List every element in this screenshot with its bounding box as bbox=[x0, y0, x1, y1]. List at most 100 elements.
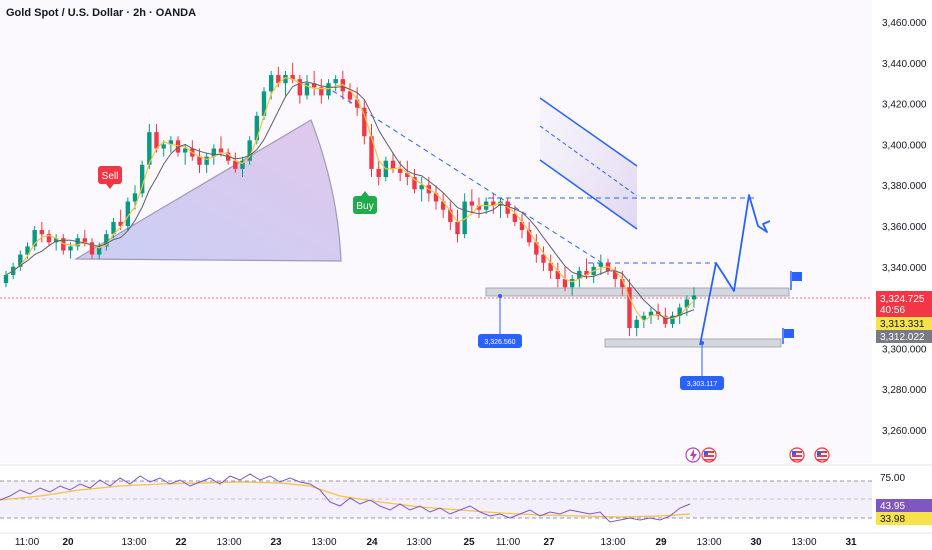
candle-down bbox=[39, 230, 45, 235]
price-tick-label: 3,340.000 bbox=[882, 263, 927, 274]
low-marker-dot-2 bbox=[700, 341, 704, 345]
svg-text:Sell: Sell bbox=[102, 171, 119, 182]
price-axis[interactable]: 3,460.000 3,440.000 3,420.000 3,400.000 3,38… bbox=[882, 18, 927, 437]
candle-up bbox=[261, 91, 267, 116]
time-tick-label: 11:00 bbox=[496, 537, 521, 548]
candle-up bbox=[182, 148, 188, 153]
time-axis[interactable]: 11:00 20 13:00 22 13:00 23 13:00 24 13:00 25 11:00… bbox=[15, 537, 857, 548]
price-tick-label: 3,300.000 bbox=[882, 344, 927, 355]
candle-down bbox=[311, 83, 317, 88]
candle-down bbox=[82, 238, 88, 243]
candle-down bbox=[397, 168, 403, 173]
candle-down bbox=[197, 156, 202, 165]
time-tick-label: 13:00 bbox=[600, 537, 625, 548]
candle-up bbox=[32, 230, 37, 247]
candle-down bbox=[620, 279, 625, 288]
candle-down bbox=[440, 201, 446, 210]
svg-text:40:56: 40:56 bbox=[880, 305, 905, 316]
candle-up bbox=[161, 144, 166, 149]
candle-down bbox=[584, 270, 589, 275]
svg-text:3,326.560: 3,326.560 bbox=[484, 339, 515, 346]
candle-down bbox=[491, 201, 496, 206]
candle-up bbox=[641, 315, 647, 320]
candle-down bbox=[347, 91, 353, 100]
candle-down bbox=[376, 168, 381, 178]
price-tick-label: 3,380.000 bbox=[882, 181, 927, 192]
candle-down bbox=[655, 311, 661, 316]
us-flag-event-icon[interactable] bbox=[814, 447, 830, 463]
candle-up bbox=[211, 148, 217, 157]
svg-text:Buy: Buy bbox=[356, 201, 373, 212]
candle-down bbox=[175, 140, 181, 153]
candle-down bbox=[61, 238, 66, 251]
sell-label[interactable]: Sell bbox=[98, 166, 122, 189]
low-label-1[interactable]: 3,326.560 bbox=[478, 334, 522, 348]
channel-mid-line[interactable] bbox=[539, 125, 638, 197]
svg-text:43.95: 43.95 bbox=[880, 501, 905, 512]
buy-label[interactable]: Buy bbox=[353, 191, 377, 214]
rsi-ma-tag: 33.98 bbox=[876, 512, 932, 525]
projection-path[interactable] bbox=[699, 194, 771, 346]
candle-down bbox=[233, 160, 238, 169]
time-tick-label: 13:00 bbox=[216, 537, 241, 548]
candle-down bbox=[297, 79, 303, 96]
candle-up bbox=[598, 262, 604, 267]
candle-up bbox=[569, 279, 575, 288]
candle-down bbox=[663, 315, 668, 324]
lightning-event-icon[interactable] bbox=[685, 447, 701, 463]
rsi-band bbox=[0, 481, 872, 518]
candle-down bbox=[412, 177, 417, 190]
price-tick-label: 3,420.000 bbox=[882, 100, 927, 111]
ma-gray-tag: 3,312.022 bbox=[876, 330, 932, 343]
support-zone[interactable] bbox=[604, 338, 782, 348]
candle-down bbox=[276, 75, 281, 84]
candle-down bbox=[369, 136, 374, 169]
candle-up bbox=[326, 83, 331, 96]
candle-up bbox=[634, 319, 639, 328]
flag-icon[interactable] bbox=[782, 328, 794, 344]
candle-up bbox=[75, 238, 80, 247]
candle-up bbox=[168, 140, 174, 145]
chart-title: Gold Spot / U.S. Dollar · 2h · OANDA bbox=[6, 7, 196, 19]
time-tick-label: 29 bbox=[655, 537, 667, 548]
candle-up bbox=[691, 295, 697, 300]
us-flag-event-icon[interactable] bbox=[789, 447, 805, 463]
candle-up bbox=[147, 132, 152, 165]
candle-up bbox=[53, 238, 59, 243]
candle-down bbox=[627, 287, 632, 328]
low-label-2[interactable]: 3,303.117 bbox=[680, 376, 724, 390]
channel-fill bbox=[540, 98, 637, 229]
channel-bottom-line[interactable] bbox=[539, 159, 638, 230]
low-marker-dot-1 bbox=[498, 294, 502, 298]
us-flag-event-icon[interactable] bbox=[701, 447, 717, 463]
time-tick-label: 23 bbox=[270, 537, 282, 548]
channel-top-line[interactable] bbox=[539, 97, 638, 167]
time-tick-label: 13:00 bbox=[791, 537, 816, 548]
svg-text:3,313.331: 3,313.331 bbox=[880, 319, 925, 330]
candle-up bbox=[648, 311, 654, 316]
time-tick-label: 22 bbox=[175, 537, 187, 548]
candle-down bbox=[562, 279, 568, 288]
ma-gray-line bbox=[5, 81, 695, 320]
candle-down bbox=[534, 242, 539, 255]
candle-down bbox=[541, 254, 546, 263]
candle-up bbox=[670, 315, 675, 324]
candle-down bbox=[476, 205, 482, 210]
price-tick-label: 3,400.000 bbox=[882, 140, 927, 151]
candle-down bbox=[362, 107, 367, 137]
candle-up bbox=[462, 201, 467, 235]
candle-down bbox=[555, 270, 561, 280]
time-tick-label: 13:00 bbox=[696, 537, 721, 548]
wedge-drawing[interactable] bbox=[73, 119, 342, 262]
candle-up bbox=[684, 299, 690, 308]
candle-up bbox=[3, 274, 9, 284]
candle-down bbox=[118, 221, 123, 226]
candle-down bbox=[512, 213, 518, 222]
candle-up bbox=[68, 246, 73, 251]
last-price-tag: 3,324.725 40:56 bbox=[876, 291, 932, 317]
candle-up bbox=[125, 201, 131, 226]
flag-icon[interactable] bbox=[790, 271, 802, 290]
price-tick-label: 3,360.000 bbox=[882, 222, 927, 233]
rsi-level-label: 75.00 bbox=[880, 473, 905, 484]
